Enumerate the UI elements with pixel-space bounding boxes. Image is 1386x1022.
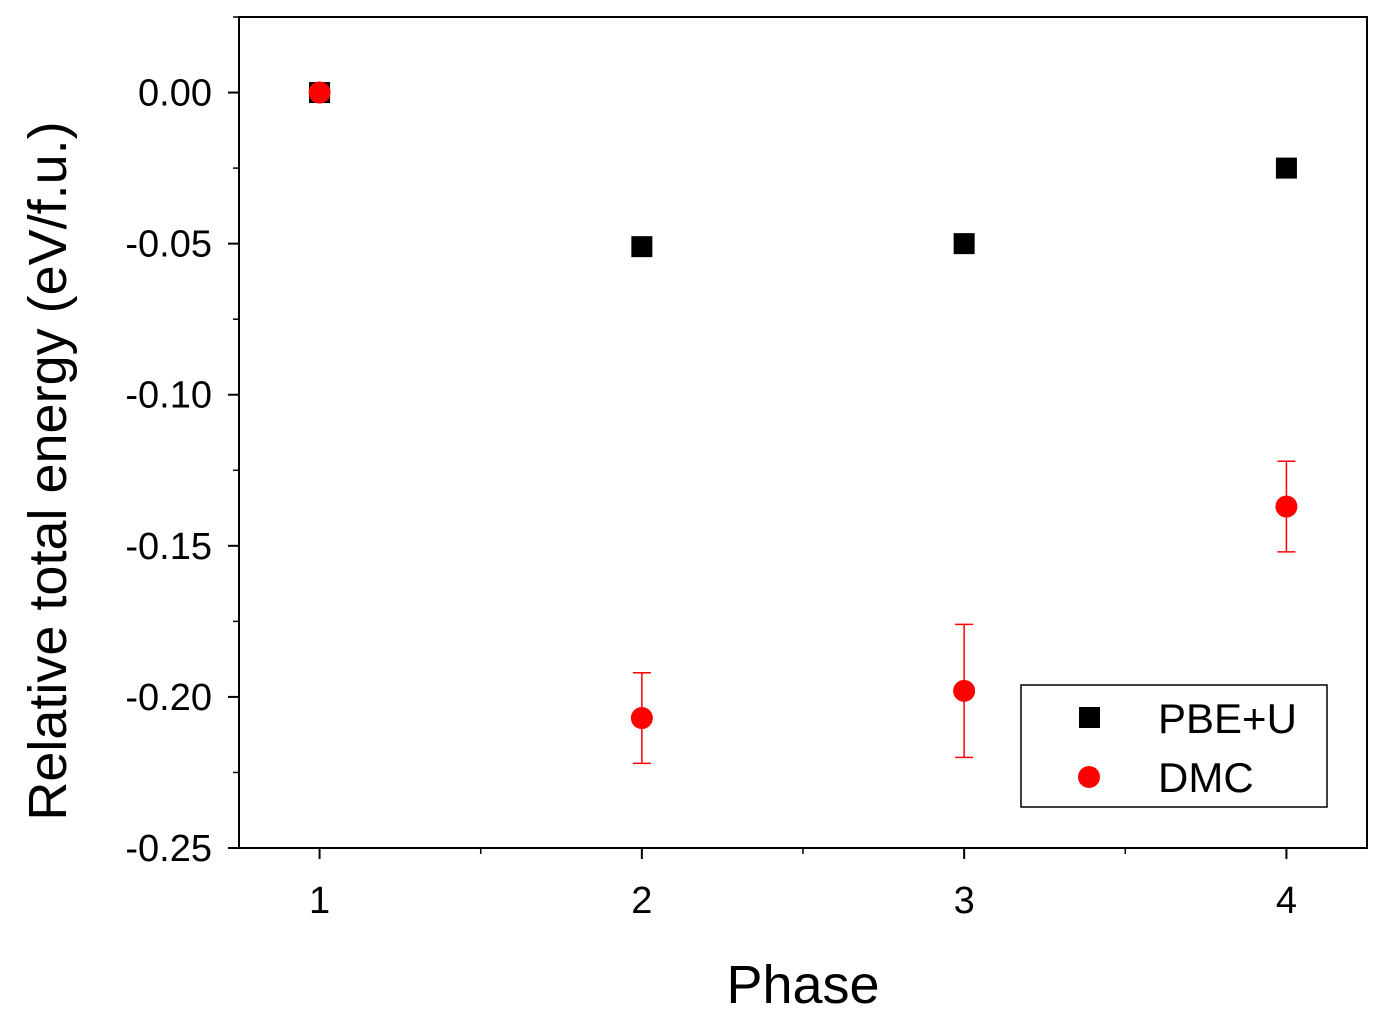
x-axis-title: Phase xyxy=(726,955,879,1015)
pbe-u-point xyxy=(1275,157,1297,179)
y-axis-title: Relative total energy (eV/f.u.) xyxy=(18,121,78,820)
dmc-point xyxy=(1275,495,1298,518)
y-axis-ticks: 0.00 -0.05 -0.10 -0.15 -0.20 -0.25 xyxy=(125,16,239,870)
legend-label-pbe-u: PBE+U xyxy=(1158,695,1297,742)
legend-marker-dmc xyxy=(1078,766,1100,788)
legend: PBE+U DMC xyxy=(1020,684,1328,808)
dmc-point xyxy=(953,679,976,702)
y-tick-label: -0.15 xyxy=(125,526,212,568)
legend-label-dmc: DMC xyxy=(1158,754,1254,801)
x-tick-label: 2 xyxy=(631,880,652,922)
pbe-u-point xyxy=(953,233,975,255)
x-tick-label: 1 xyxy=(309,880,330,922)
x-tick-label: 4 xyxy=(1276,880,1297,922)
y-tick-label: -0.20 xyxy=(125,677,212,719)
pbe-u-point xyxy=(631,236,653,258)
x-tick-label: 3 xyxy=(954,880,975,922)
x-axis-ticks: 1 2 3 4 xyxy=(309,848,1297,922)
y-tick-label: -0.25 xyxy=(125,828,212,870)
data-marks xyxy=(308,81,1298,765)
dmc-point xyxy=(308,81,331,104)
legend-box xyxy=(1020,684,1328,808)
dmc-point xyxy=(630,707,653,730)
legend-marker-pbe-u xyxy=(1079,707,1100,728)
y-tick-label: -0.10 xyxy=(125,375,212,417)
y-tick-label: 0.00 xyxy=(138,73,212,115)
y-tick-label: -0.05 xyxy=(125,224,212,266)
